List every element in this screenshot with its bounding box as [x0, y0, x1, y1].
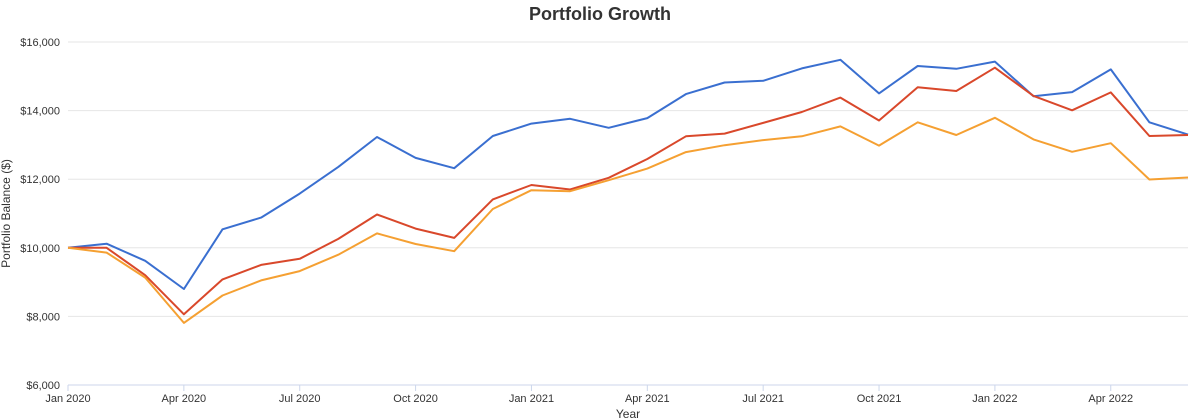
- x-tick-label: Jul 2020: [279, 393, 321, 405]
- series-line-1: [67, 58, 1189, 290]
- y-tick-label: $8,000: [26, 311, 60, 323]
- x-tick-label: Oct 2020: [393, 393, 438, 405]
- x-tick-label: Jan 2022: [972, 393, 1017, 405]
- x-tick-label: Jul 2021: [742, 393, 784, 405]
- series-line-3: [67, 116, 1189, 324]
- y-tick-label: $12,000: [20, 174, 60, 186]
- y-tick-label: $14,000: [20, 106, 60, 118]
- x-axis-label: Year: [616, 407, 640, 418]
- x-tick-label: Apr 2022: [1088, 393, 1133, 405]
- y-axis-label: Portfolio Balance ($): [0, 159, 13, 268]
- x-tick-label: Apr 2020: [162, 393, 207, 405]
- y-tick-label: $16,000: [20, 37, 60, 49]
- chart-title: Portfolio Growth: [529, 4, 671, 24]
- y-tick-label: $10,000: [20, 243, 60, 255]
- x-tick-label: Jan 2020: [45, 393, 90, 405]
- series-line-2: [68, 66, 1189, 316]
- x-tick-label: Jan 2021: [509, 393, 554, 405]
- x-tick-label: Apr 2021: [625, 393, 670, 405]
- y-tick-label: $6,000: [26, 380, 60, 392]
- x-tick-label: Oct 2021: [857, 393, 902, 405]
